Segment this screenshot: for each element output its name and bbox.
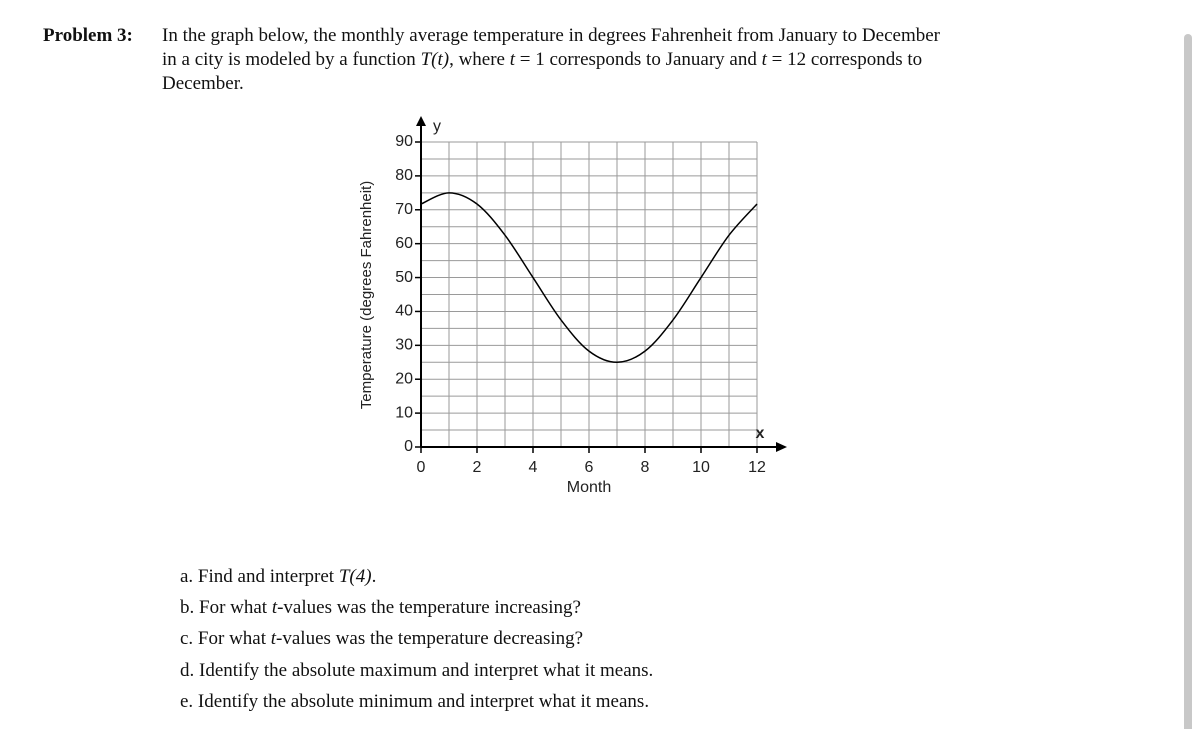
math: T(t) bbox=[420, 49, 450, 70]
x-tick-label: 8 bbox=[641, 459, 650, 476]
problem-line: in a city is modeled by a function T(t),… bbox=[162, 49, 922, 71]
math: t bbox=[270, 628, 277, 649]
question: a. Find and interpret T(4). bbox=[180, 566, 376, 588]
text: In the graph below, the monthly average … bbox=[162, 25, 940, 46]
x-tick-label: 4 bbox=[529, 459, 538, 476]
y-axis-letter: y bbox=[433, 118, 441, 135]
text: -values was the temperature decreasing? bbox=[276, 628, 584, 649]
y-arrow bbox=[416, 116, 426, 126]
math: t bbox=[761, 49, 767, 70]
question: b. For what t-values was the temperature… bbox=[180, 597, 581, 619]
x-arrow bbox=[776, 442, 787, 452]
text: = 12 corresponds to bbox=[766, 49, 923, 70]
text: -values was the temperature increasing? bbox=[277, 597, 581, 618]
y-tick-label: 60 bbox=[395, 235, 413, 252]
text: , where bbox=[449, 49, 510, 70]
y-tick-label: 40 bbox=[395, 303, 413, 320]
text: b. For what bbox=[180, 597, 272, 618]
x-tick-label: 10 bbox=[692, 459, 710, 476]
y-tick-label: 70 bbox=[395, 201, 413, 218]
x-tick-label: 2 bbox=[473, 459, 482, 476]
x-tick-label: 6 bbox=[585, 459, 594, 476]
math: T(4) bbox=[338, 566, 372, 587]
text: = 1 corresponds to January and bbox=[515, 49, 762, 70]
text: d. Identify the absolute maximum and int… bbox=[180, 660, 654, 681]
grid bbox=[420, 141, 758, 448]
text: c. For what bbox=[180, 628, 271, 649]
y-tick-label: 0 bbox=[404, 438, 413, 455]
problem-line: Problem 3: bbox=[43, 25, 133, 47]
scrollbar bbox=[1184, 34, 1192, 729]
x-tick-label: 12 bbox=[748, 459, 766, 476]
problem-label: Problem 3: bbox=[43, 25, 133, 46]
y-tick-label: 30 bbox=[395, 337, 413, 354]
x-axis-label: Month bbox=[567, 479, 611, 496]
y-tick-label: 50 bbox=[395, 269, 413, 286]
y-tick-label: 20 bbox=[395, 370, 413, 387]
text: . bbox=[371, 566, 377, 587]
x-axis-letter: x bbox=[756, 425, 765, 442]
y-tick-label: 10 bbox=[395, 404, 413, 421]
text: e. Identify the absolute minimum and int… bbox=[180, 691, 650, 712]
problem-line: December. bbox=[162, 73, 244, 95]
curve bbox=[420, 192, 758, 364]
axes: 0 10 20 30 40 50 60 70 80 90 0 2 4 6 8 10 12 bbox=[395, 116, 787, 476]
question: c. For what t-values was the temperature… bbox=[180, 628, 583, 650]
x-tick-label: 0 bbox=[417, 459, 426, 476]
y-tick-label: 80 bbox=[395, 167, 413, 184]
math: t bbox=[271, 597, 278, 618]
text: a. Find and interpret bbox=[180, 566, 339, 587]
problem-line: In the graph below, the monthly average … bbox=[162, 25, 940, 47]
text: in a city is modeled by a function bbox=[162, 49, 421, 70]
text: December. bbox=[162, 73, 244, 94]
y-axis-label: Temperature (degrees Fahrenheit) bbox=[358, 181, 375, 409]
y-tick-label: 90 bbox=[395, 133, 413, 150]
question: d. Identify the absolute maximum and int… bbox=[180, 660, 653, 682]
math: t bbox=[509, 49, 516, 70]
question: e. Identify the absolute minimum and int… bbox=[180, 691, 649, 713]
